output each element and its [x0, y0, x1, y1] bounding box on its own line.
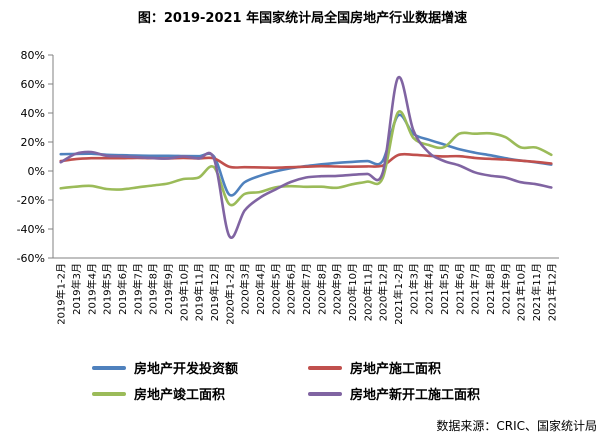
- svg-text:0%: 0%: [28, 165, 45, 178]
- svg-text:2020年7月: 2020年7月: [300, 263, 313, 315]
- svg-text:2021年9月: 2021年9月: [499, 263, 512, 315]
- legend-label: 房地产施工面积: [350, 362, 442, 377]
- legend-line-swatch-red: [308, 365, 342, 370]
- chart-legend: 房地产开发投资额 房地产施工面积 房地产竣工面积 房地产新开工施工面积: [92, 358, 480, 403]
- svg-text:2021年6月: 2021年6月: [453, 263, 466, 315]
- svg-text:2020年8月: 2020年8月: [315, 263, 328, 315]
- svg-text:2019年3月: 2019年3月: [70, 263, 83, 315]
- svg-text:2019年11月: 2019年11月: [193, 263, 206, 321]
- svg-text:2020年11月: 2020年11月: [361, 263, 374, 321]
- svg-text:2020年5月: 2020年5月: [269, 263, 282, 315]
- legend-line-swatch-purple: [308, 391, 342, 396]
- svg-text:2021年5月: 2021年5月: [438, 263, 451, 315]
- svg-text:2020年9月: 2020年9月: [331, 263, 344, 315]
- svg-text:20%: 20%: [21, 136, 45, 149]
- svg-text:2019年5月: 2019年5月: [101, 263, 114, 315]
- svg-text:2019年6月: 2019年6月: [116, 263, 129, 315]
- y-axis-ticks: -60% -40% -20% 0% 20% 40% 60% 80%: [17, 49, 53, 265]
- legend-item-completed-area: 房地产竣工面积: [92, 384, 308, 403]
- svg-text:-40%: -40%: [17, 223, 45, 236]
- svg-text:2020年1-2月: 2020年1-2月: [223, 263, 236, 325]
- svg-text:2019年7月: 2019年7月: [131, 263, 144, 315]
- x-axis-labels: 2019年1-2月 2019年3月 2019年4月 2019年5月 2019年6月 201…: [55, 263, 559, 325]
- svg-text:40%: 40%: [21, 107, 45, 120]
- svg-text:2020年4月: 2020年4月: [254, 263, 267, 315]
- svg-text:2021年10月: 2021年10月: [515, 263, 528, 321]
- svg-text:2021年4月: 2021年4月: [423, 263, 436, 315]
- svg-text:2019年4月: 2019年4月: [85, 263, 98, 315]
- svg-text:2019年9月: 2019年9月: [162, 263, 175, 315]
- legend-label: 房地产开发投资额: [134, 362, 239, 377]
- chart-title: 图：2019-2021 年国家统计局全国房地产行业数据增速: [137, 11, 468, 26]
- data-source-note: 数据来源：CRIC、国家统计局: [436, 419, 597, 433]
- legend-item-development-investment: 房地产开发投资额: [92, 358, 308, 377]
- svg-text:-20%: -20%: [17, 194, 45, 207]
- svg-text:2021年7月: 2021年7月: [469, 263, 482, 315]
- series-line-2: [59, 110, 553, 207]
- svg-text:2020年12月: 2020年12月: [377, 263, 390, 321]
- series-line-3: [59, 76, 553, 240]
- svg-text:2021年1-2月: 2021年1-2月: [392, 263, 405, 325]
- series-line-0: [59, 113, 553, 197]
- legend-line-swatch-green: [92, 391, 126, 396]
- svg-text:2020年6月: 2020年6月: [285, 263, 298, 315]
- legend-label: 房地产竣工面积: [134, 388, 226, 403]
- svg-text:2019年8月: 2019年8月: [147, 263, 160, 315]
- svg-text:2021年8月: 2021年8月: [484, 263, 497, 315]
- legend-item-construction-area: 房地产施工面积: [308, 358, 480, 377]
- svg-text:2019年1-2月: 2019年1-2月: [55, 263, 68, 325]
- svg-text:2021年12月: 2021年12月: [545, 263, 558, 321]
- svg-text:2019年10月: 2019年10月: [177, 263, 190, 321]
- legend-label: 房地产新开工施工面积: [350, 388, 481, 403]
- svg-text:2021年3月: 2021年3月: [407, 263, 420, 315]
- legend-item-new-starts-area: 房地产新开工施工面积: [308, 384, 480, 403]
- svg-text:80%: 80%: [21, 49, 45, 62]
- svg-text:2019年12月: 2019年12月: [208, 263, 221, 321]
- svg-text:2020年3月: 2020年3月: [239, 263, 252, 315]
- svg-text:60%: 60%: [21, 78, 45, 91]
- svg-text:2020年10月: 2020年10月: [346, 263, 359, 321]
- svg-text:-60%: -60%: [17, 252, 45, 265]
- legend-line-swatch-blue: [92, 365, 126, 370]
- svg-text:2021年11月: 2021年11月: [530, 263, 543, 321]
